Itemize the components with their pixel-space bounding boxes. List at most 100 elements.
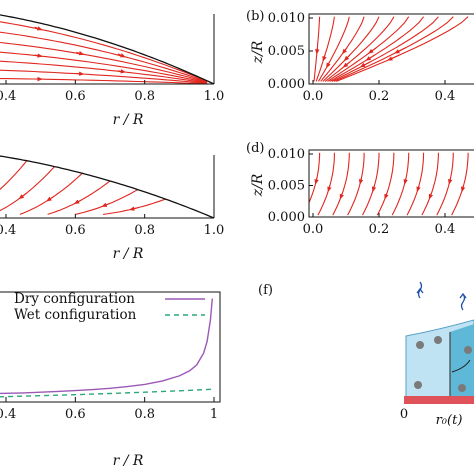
panel-f: (f) 0 r₀(t)	[258, 281, 474, 428]
x-tick-label: 0.4	[435, 222, 456, 237]
streamline-arrow	[386, 54, 400, 61]
schematic-label-r0: r₀(t)	[436, 413, 463, 428]
panel-c-streamlines	[0, 160, 166, 215]
streamline	[347, 152, 365, 216]
streamline	[0, 166, 55, 212]
streamline	[309, 152, 321, 205]
streamline-arrow	[128, 206, 138, 211]
panel-a-xlabel: r / R	[113, 112, 144, 128]
panel-c-surface-profile	[0, 155, 215, 219]
particle	[464, 346, 472, 354]
streamline-arrow	[117, 69, 127, 74]
streamline	[406, 152, 425, 216]
streamline-arrow	[343, 54, 351, 62]
panel-d: (d) z/R 0.0 0.2 0.4 0.010 0.005 0.000	[246, 141, 474, 237]
streamline-arrow	[342, 47, 348, 55]
x-tick-label: 0.2	[369, 89, 390, 104]
panel-d-label: (d)	[246, 141, 264, 156]
streamline-arrow	[416, 185, 421, 193]
streamline	[451, 152, 469, 216]
streamline-arrow	[342, 61, 351, 68]
x-tick-label: 0.2	[369, 222, 390, 237]
streamline	[0, 51, 208, 84]
streamline-arrow	[359, 61, 371, 68]
streamline	[322, 16, 380, 82]
streamline-arrow	[365, 54, 375, 61]
schematic-label-zero: 0	[400, 407, 408, 422]
panel-c-xlabel: r / R	[113, 246, 144, 262]
panel-e-series	[0, 298, 215, 398]
streamline-arrow	[371, 185, 377, 193]
streamline	[329, 16, 425, 82]
streamline	[331, 16, 439, 82]
streamline-arrow	[76, 71, 85, 76]
x-tick-label: 0.4	[0, 89, 16, 104]
streamline	[317, 152, 335, 216]
streamline-arrow	[403, 177, 408, 185]
streamline-arrow	[322, 54, 327, 62]
x-tick-label: 1	[210, 407, 218, 422]
streamline-arrow	[448, 177, 453, 185]
streamline	[0, 60, 208, 84]
streamline	[0, 31, 208, 83]
panel-b-ylabel: z/R	[250, 40, 266, 64]
streamline	[336, 16, 469, 82]
streamline-arrow	[18, 192, 27, 200]
flow-arrow	[451, 359, 471, 373]
panel-a: 0.4 0.6 0.8 1.0 r / R	[0, 14, 224, 128]
streamline-arrow	[34, 26, 43, 31]
streamline-arrow	[34, 53, 43, 58]
streamline-arrow	[314, 177, 319, 185]
panel-b-label: (b)	[246, 9, 264, 24]
panel-b-frame	[308, 13, 474, 85]
panel-e-frame	[0, 291, 221, 403]
x-tick-label: 0.6	[65, 89, 86, 104]
x-tick-label: 0.8	[134, 407, 155, 422]
streamline	[421, 152, 439, 216]
x-tick-label: 1.0	[204, 89, 225, 104]
panel-f-label: (f)	[258, 283, 273, 298]
substrate	[404, 396, 474, 404]
panel-d-streamlines	[309, 152, 469, 216]
particle	[434, 336, 442, 344]
streamline	[376, 152, 395, 216]
y-tick-label: 0.010	[268, 11, 305, 26]
legend-dry-label: Dry configuration	[14, 291, 135, 307]
panel-e-legend: Dry configuration Wet configuration	[14, 291, 205, 323]
panel-a-ticks: 0.4 0.6 0.8 1.0	[0, 80, 224, 104]
y-tick-label: 0.005	[268, 179, 305, 194]
panel-e-xlabel: r / R	[113, 453, 144, 469]
x-tick-label: 1.0	[204, 223, 225, 238]
streamline-arrow	[101, 202, 110, 207]
streamline-arrow	[339, 192, 344, 200]
streamline	[317, 16, 350, 82]
x-tick-label: 0.0	[303, 89, 324, 104]
streamline-arrow	[384, 192, 389, 200]
series-dry-line	[0, 298, 213, 395]
x-tick-label: 0.8	[134, 89, 155, 104]
x-tick-label: 0.4	[435, 89, 456, 104]
panel-e-ticks: 0.4 0.6 0.8 1	[0, 397, 218, 422]
particle	[414, 381, 422, 389]
streamline	[75, 189, 138, 215]
streamline	[436, 152, 454, 216]
panel-c-ticks: 0.4 0.6 0.8 1.0	[0, 214, 224, 238]
series-wet-line	[0, 388, 215, 398]
streamline	[332, 152, 350, 216]
panel-a-surface-profile	[0, 14, 215, 85]
x-tick-label: 0.6	[65, 407, 86, 422]
streamline-arrow	[73, 199, 83, 205]
streamline	[19, 172, 83, 215]
panel-b-ticks: 0.0 0.2 0.4 0.010 0.005 0.000	[268, 11, 456, 104]
streamline-arrow	[367, 47, 377, 54]
streamline-arrow	[428, 192, 434, 200]
streamline-arrow	[46, 195, 55, 202]
streamline	[324, 16, 395, 82]
panel-a-streamlines	[0, 21, 208, 84]
x-tick-label: 0.6	[65, 223, 86, 238]
panel-d-ticks: 0.0 0.2 0.4 0.010 0.005 0.000	[268, 147, 456, 237]
streamline	[0, 41, 208, 83]
panel-d-frame	[308, 149, 474, 218]
panel-b-streamlines	[313, 16, 469, 82]
streamline-arrow	[117, 53, 126, 58]
